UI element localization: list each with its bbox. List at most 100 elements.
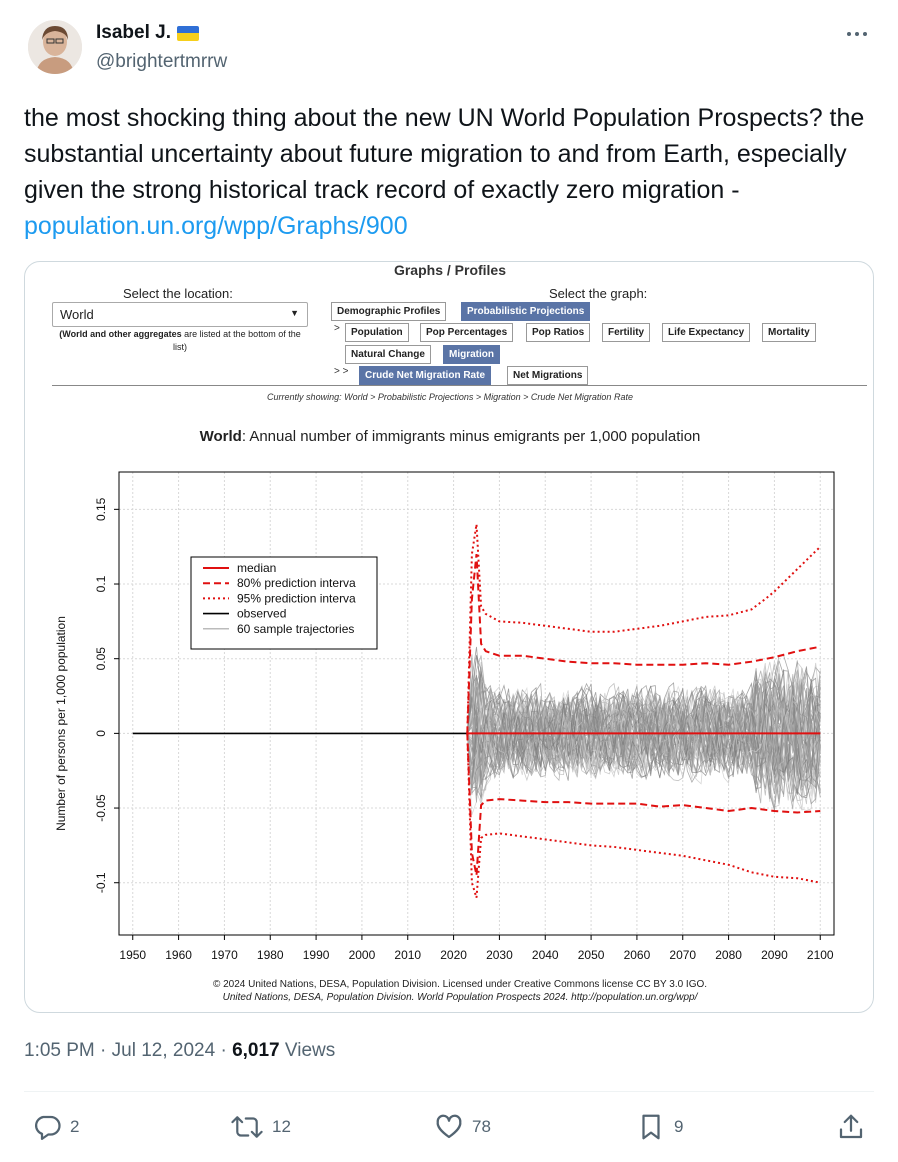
chart-copyright: © 2024 United Nations, DESA, Population … — [212, 979, 708, 990]
x-tick-label: 2090 — [761, 948, 788, 962]
avatar-photo — [28, 20, 82, 74]
reply-button[interactable]: 2 — [32, 1112, 79, 1142]
x-tick-label: 2100 — [807, 948, 834, 962]
legend-label: observed — [237, 607, 286, 621]
x-tick-label: 1970 — [211, 948, 238, 962]
chip-migration[interactable]: Migration — [443, 345, 500, 364]
dropdown-arrow-icon: ▼ — [290, 308, 299, 318]
x-tick-label: 2000 — [349, 948, 376, 962]
chip-life-expectancy[interactable]: Life Expectancy — [662, 323, 751, 342]
chart-title-text: : Annual number of immigrants minus emig… — [241, 428, 701, 445]
tweet-text: the most shocking thing about the new UN… — [24, 100, 874, 244]
sample-trajectory-line — [466, 660, 821, 791]
select-graph-label: Select the graph: — [549, 286, 648, 301]
meta-divider — [24, 1091, 874, 1092]
x-tick-label: 2060 — [624, 948, 651, 962]
like-count: 78 — [472, 1117, 491, 1136]
sample-trajectory-line — [466, 661, 821, 802]
x-tick-label: 2020 — [440, 948, 467, 962]
chip-population[interactable]: Population — [345, 323, 409, 342]
x-tick-label: 1960 — [165, 948, 192, 962]
chip-demographic-profiles[interactable]: Demographic Profiles — [331, 302, 447, 321]
location-note-bold: (World and other aggregates — [59, 329, 182, 339]
repost-icon — [231, 1116, 263, 1138]
header-divider — [52, 385, 867, 386]
y-tick-label: 0.1 — [94, 575, 108, 592]
location-note: (World and other aggregates are listed a… — [52, 328, 308, 354]
bookmark-icon — [642, 1114, 660, 1140]
location-select-value: World — [60, 307, 94, 322]
tweet-time[interactable]: 1:05 PM — [24, 1040, 95, 1061]
pi95-lower-line — [466, 733, 821, 898]
x-tick-label: 1980 — [257, 948, 284, 962]
avatar[interactable] — [28, 20, 82, 74]
share-button[interactable] — [836, 1112, 866, 1142]
views-count: 6,017 — [232, 1040, 280, 1061]
tweet-media-image[interactable]: Graphs / Profiles Select the location: W… — [24, 261, 874, 1013]
plot-frame — [118, 471, 835, 936]
legend-label: 60 sample trajectories — [237, 622, 354, 636]
x-tick-label: 2010 — [394, 948, 421, 962]
bookmark-button[interactable]: 9 — [636, 1112, 683, 1142]
chart-citation: United Nations, DESA, Population Divisio… — [222, 992, 698, 1003]
chip-fertility[interactable]: Fertility — [602, 323, 651, 342]
x-tick-label: 1990 — [303, 948, 330, 962]
migration-rate-chart: 1950 1960 1970 1980 1990 2000 2010 2020 2030 2040… — [54, 471, 835, 962]
x-tick-label: 2040 — [532, 948, 559, 962]
chip-pop-ratios[interactable]: Pop Ratios — [526, 323, 591, 342]
currently-showing: Currently showing: World > Probabilistic… — [267, 392, 633, 402]
chip-probabilistic-projections[interactable]: Probabilistic Projections — [461, 302, 591, 321]
x-tick-label: 2070 — [669, 948, 696, 962]
y-tick-label: -0.05 — [94, 794, 108, 822]
legend-label: 95% prediction interva — [237, 591, 356, 605]
reply-icon — [35, 1115, 61, 1140]
pi80-upper-line — [466, 553, 821, 734]
chart-title-location: World — [199, 428, 242, 445]
sample-trajectory-line — [466, 669, 821, 790]
share-icon — [839, 1114, 863, 1139]
repost-count: 12 — [272, 1117, 291, 1136]
bookmark-count: 9 — [674, 1117, 684, 1136]
chip-natural-change[interactable]: Natural Change — [345, 345, 431, 364]
un-page-title: Graphs / Profiles — [393, 262, 507, 278]
repost-button[interactable]: 12 — [230, 1112, 291, 1142]
author-name-row[interactable]: Isabel J. — [96, 22, 199, 44]
y-tick-label: 0.05 — [94, 647, 108, 671]
select-location-label: Select the location: — [123, 286, 233, 301]
legend-label: median — [237, 561, 276, 575]
sample-trajectory-line — [466, 684, 821, 792]
chip-crude-net-migration-rate[interactable]: Crude Net Migration Rate — [359, 366, 492, 385]
tweet-link[interactable]: population.un.org/wpp/Graphs/900 — [24, 212, 408, 240]
sample-trajectory-line — [466, 682, 821, 800]
more-options-button[interactable] — [842, 22, 872, 46]
tweet-date[interactable]: Jul 12, 2024 — [111, 1040, 216, 1061]
pi95-upper-line — [466, 524, 821, 734]
location-select[interactable]: World ▼ — [52, 302, 308, 327]
legend-box — [190, 556, 378, 650]
x-tick-label: 2030 — [486, 948, 513, 962]
y-tick-label: -0.1 — [94, 872, 108, 893]
chip-pop-percentages[interactable]: Pop Percentages — [420, 323, 514, 342]
like-button[interactable]: 78 — [434, 1112, 491, 1142]
reply-count: 2 — [70, 1117, 80, 1136]
pi80-lower-line — [466, 733, 821, 876]
legend-label: 80% prediction interva — [237, 576, 356, 590]
tweet-body: the most shocking thing about the new UN… — [24, 104, 865, 204]
heart-icon — [436, 1114, 462, 1139]
more-dots-icon — [847, 32, 867, 36]
level-marker-1: > — [334, 323, 340, 334]
tweet-meta: 1:05 PM · Jul 12, 2024 · 6,017 Views — [24, 1040, 336, 1061]
chip-mortality[interactable]: Mortality — [762, 323, 816, 342]
x-tick-label: 2080 — [715, 948, 742, 962]
location-note-rest: are listed at the bottom of the list) — [173, 329, 301, 352]
x-tick-label: 2050 — [578, 948, 605, 962]
sample-trajectory-line — [466, 675, 821, 804]
author-handle[interactable]: @brightertmrrw — [96, 51, 228, 72]
sample-trajectory-line — [466, 670, 821, 792]
y-tick-label: 0 — [94, 730, 108, 737]
x-tick-label: 1950 — [119, 948, 146, 962]
author-display-name[interactable]: Isabel J. — [96, 22, 171, 43]
chip-net-migrations[interactable]: Net Migrations — [507, 366, 589, 385]
views-label: Views — [284, 1040, 336, 1061]
y-tick-label: 0.15 — [94, 497, 108, 521]
